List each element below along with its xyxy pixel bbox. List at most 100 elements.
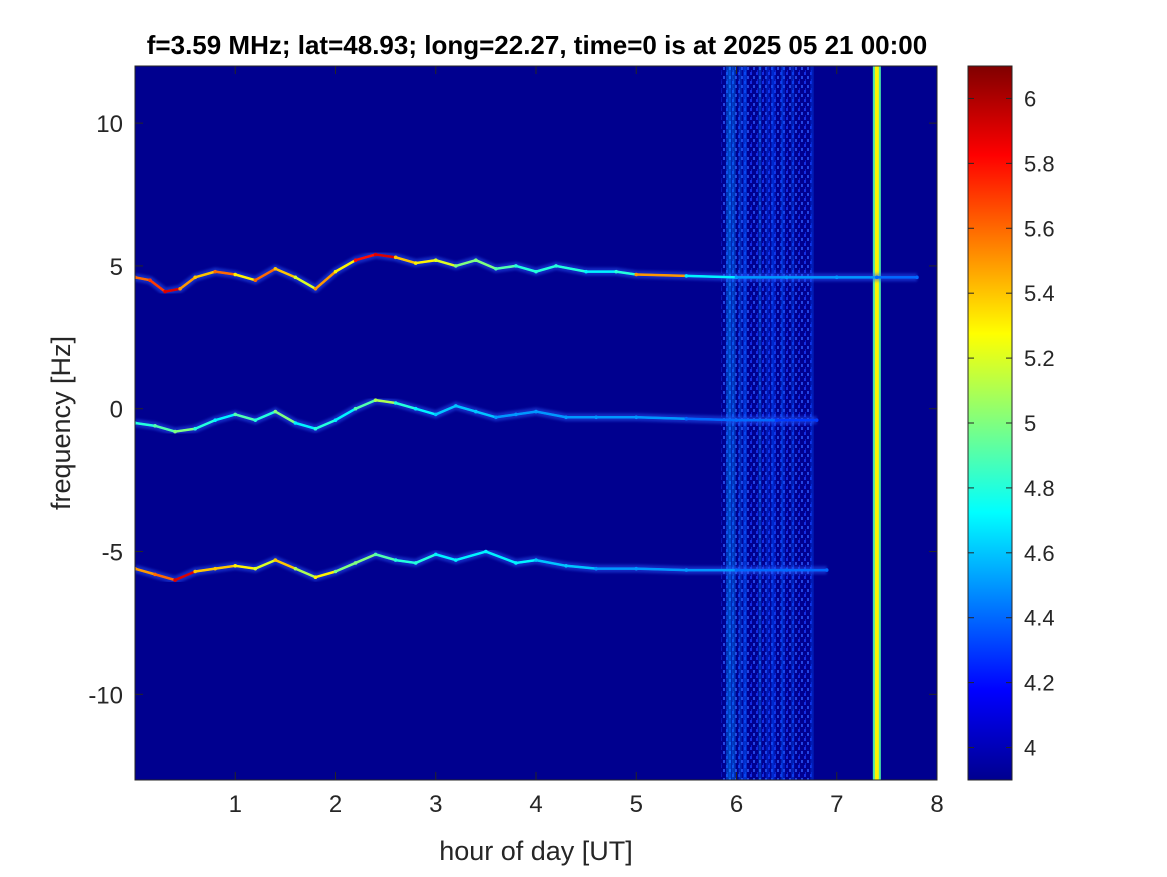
trace-segment (148, 278, 167, 293)
colorbar-tick-label: 4.4 (1024, 606, 1055, 631)
data-point (173, 578, 177, 582)
data-point (634, 566, 639, 571)
data-point (774, 418, 779, 422)
trace-segment (394, 256, 417, 265)
data-point (584, 269, 588, 274)
x-tick-label: 2 (329, 791, 342, 818)
y-tick-label: 5 (110, 254, 123, 281)
data-point (534, 558, 538, 562)
trace-segment (274, 558, 297, 570)
x-tick-label: 4 (529, 791, 542, 818)
data-point (333, 269, 338, 274)
data-point (554, 264, 558, 268)
trace-segment (314, 570, 337, 579)
data-point (193, 569, 197, 574)
x-axis: 1 2 3 4 5 6 7 8 (229, 66, 944, 818)
series-trace (135, 250, 919, 296)
trace-segment (314, 270, 337, 291)
data-point (534, 409, 538, 414)
trace-segment (635, 273, 688, 278)
data-point (153, 572, 157, 577)
data-point (734, 418, 739, 422)
x-tick-label: 1 (229, 791, 242, 818)
trace-segment (193, 270, 217, 279)
data-point (293, 421, 298, 425)
trace-segment (254, 410, 277, 422)
trace-segment (514, 558, 538, 565)
data-point (153, 424, 157, 428)
data-point (333, 569, 338, 574)
series-trace (135, 547, 829, 585)
x-axis-label: hour of day [UT] (439, 836, 633, 866)
data-point (273, 558, 278, 562)
trace-segment (354, 398, 377, 410)
colorbar-tick-label: 5.8 (1024, 151, 1055, 176)
y-tick-label: -5 (102, 540, 123, 567)
data-point (313, 426, 318, 431)
data-point (564, 564, 568, 568)
data-point (634, 415, 639, 420)
data-point (433, 258, 438, 263)
data-point (824, 568, 829, 572)
trace-segment (354, 253, 377, 262)
trace-segment (314, 418, 337, 430)
trace-segment (414, 553, 437, 565)
y-tick-label: 0 (110, 397, 123, 424)
data-point (494, 415, 498, 420)
data-point (474, 258, 478, 263)
data-point (413, 261, 418, 265)
data-point (474, 409, 478, 414)
colorbar-tick-label: 5.4 (1024, 281, 1055, 306)
data-point (413, 561, 418, 565)
plot-area (134, 65, 938, 781)
data-point (875, 275, 879, 280)
trace-segment (354, 553, 377, 565)
data-point (413, 406, 418, 411)
data-point (454, 558, 458, 562)
data-point (293, 275, 298, 280)
trace-segment (135, 567, 157, 576)
data-point (253, 566, 258, 571)
data-point (148, 278, 152, 283)
data-point (514, 561, 518, 565)
trace-segment (685, 274, 738, 279)
data-point (353, 561, 358, 565)
data-point (734, 568, 739, 572)
y-tick-label: -10 (88, 682, 123, 709)
data-point (514, 264, 518, 268)
trace-segment (234, 273, 257, 282)
trace-segment (173, 570, 197, 582)
data-point (353, 406, 358, 411)
data-point (163, 289, 167, 294)
trace-segment (394, 401, 417, 410)
trace-segment (414, 407, 437, 416)
trace-segment (534, 558, 568, 568)
trace-segment (234, 413, 257, 422)
trace-segment (454, 258, 478, 268)
colorbar-tick-label: 4.6 (1024, 541, 1055, 566)
trace-segment (213, 413, 237, 422)
colorbar-tick-label: 4.8 (1024, 476, 1055, 501)
data-point (814, 418, 819, 422)
trace-segment (534, 410, 568, 419)
x-tick-label: 5 (630, 791, 643, 818)
data-point (353, 258, 358, 263)
y-tick-label: 10 (96, 111, 123, 138)
trace-segment (254, 267, 277, 282)
data-point (333, 418, 338, 422)
colorbar-tick-label: 4 (1024, 736, 1036, 761)
data-point (393, 401, 398, 405)
data-point (454, 404, 458, 408)
data-point (494, 266, 498, 271)
data-point (594, 415, 598, 420)
colorbar-tick-label: 4.2 (1024, 671, 1055, 696)
trace-segment (564, 564, 598, 570)
colorbar-tick-label: 5.6 (1024, 216, 1055, 241)
trace-segment (434, 553, 458, 562)
x-tick-label: 6 (730, 791, 743, 818)
data-point (273, 266, 278, 271)
colorbar-tick-label: 6 (1024, 86, 1036, 111)
trace-segment (434, 404, 458, 416)
data-point (233, 272, 238, 277)
data-point (253, 418, 258, 422)
